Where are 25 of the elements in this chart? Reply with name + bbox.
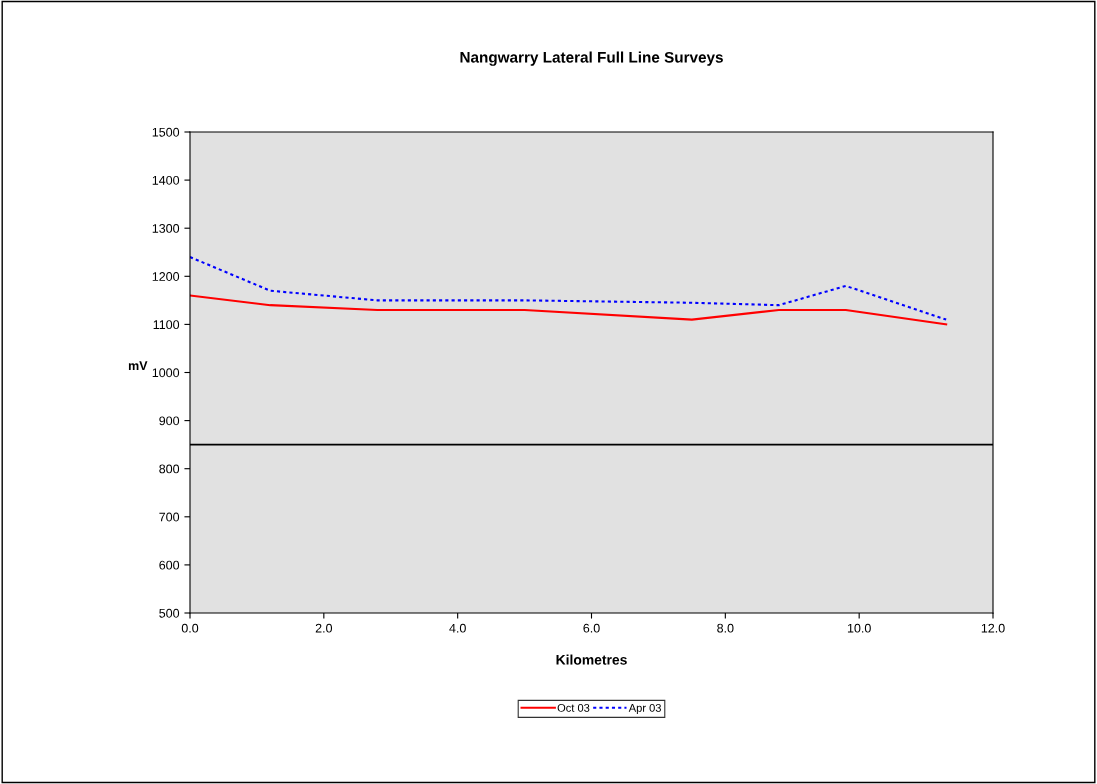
- x-tick-label: 2.0: [315, 623, 333, 633]
- y-tick-label: 700: [159, 512, 180, 522]
- y-tick-label: 900: [159, 416, 180, 426]
- y-tick-label: 1100: [153, 320, 180, 330]
- x-tick-label: 10.0: [847, 623, 871, 633]
- legend-label: Oct 03: [557, 703, 590, 712]
- y-tick-label: 1200: [152, 272, 180, 281]
- y-tick-label: 600: [159, 560, 180, 570]
- y-tick-label: 1500: [152, 127, 180, 137]
- x-axis-title: Kilometres: [556, 654, 627, 665]
- line-series: [190, 256, 948, 321]
- y-tick-label: 1300: [152, 224, 180, 233]
- chart-title: Nangwarry Lateral Full Line Surveys: [460, 51, 723, 66]
- y-tick-label: 1000: [152, 368, 180, 378]
- y-tick-label: 500: [159, 608, 180, 618]
- x-tick-label: 0.0: [181, 623, 199, 633]
- line-series: [190, 294, 948, 326]
- y-tick-label: 800: [159, 464, 180, 474]
- y-tick-label: 1400: [152, 175, 180, 185]
- legend-label: Apr 03: [628, 703, 661, 715]
- y-axis-title: mV: [128, 361, 148, 370]
- x-tick-label: 8.0: [717, 623, 734, 633]
- x-tick-label: 6.0: [583, 623, 600, 633]
- x-tick-label: 4.0: [449, 623, 466, 633]
- x-tick-label: 12.0: [981, 623, 1005, 633]
